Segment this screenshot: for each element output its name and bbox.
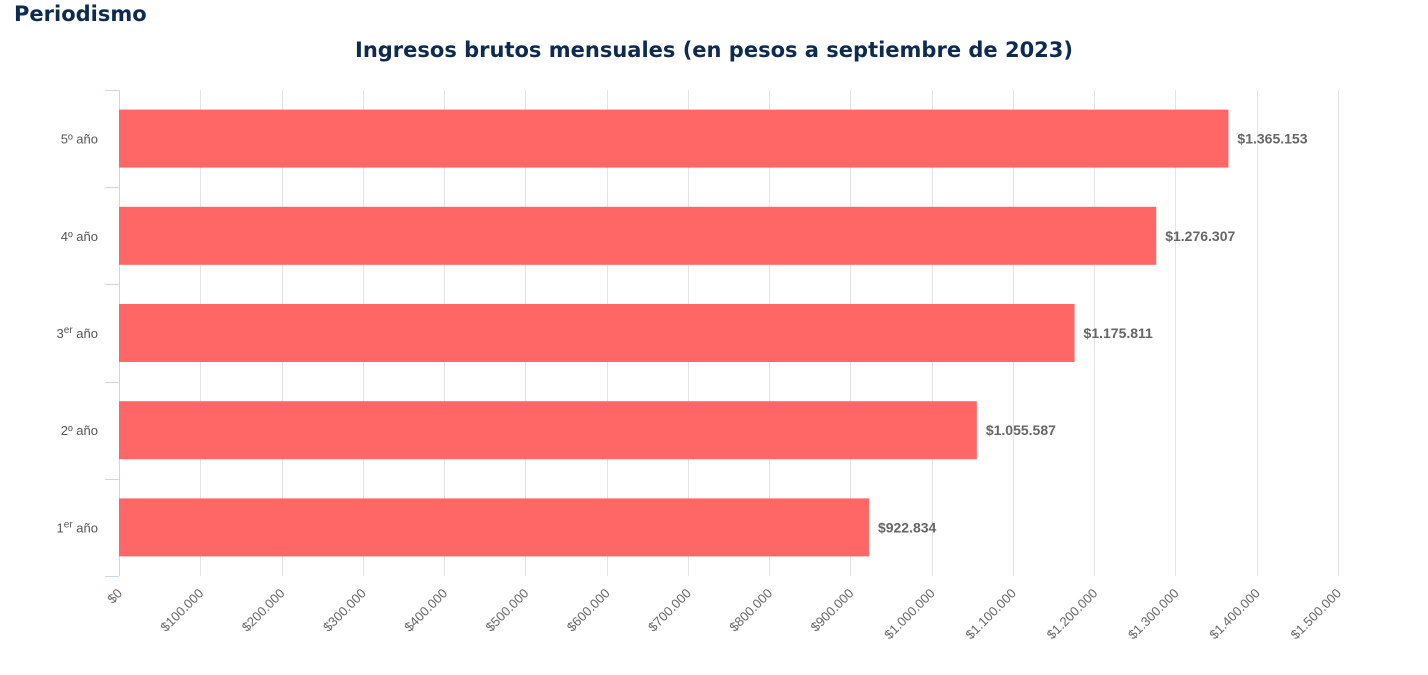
x-tick-label: $500.000 [482, 586, 531, 635]
data-label: $1.276.307 [1165, 228, 1235, 244]
x-tick-label: $100.000 [157, 586, 206, 635]
x-tick-label: $1.100.000 [962, 586, 1019, 643]
data-label: $1.365.153 [1237, 131, 1307, 147]
x-tick-label: $700.000 [645, 586, 694, 635]
x-tick-label: $1.500.000 [1287, 586, 1344, 643]
data-label: $1.055.587 [986, 422, 1056, 438]
x-tick-label: $400.000 [401, 586, 450, 635]
bars [119, 109, 1229, 557]
category-label: 3er año [57, 325, 98, 342]
bar[interactable] [119, 109, 1229, 168]
x-tick-label: $800.000 [726, 586, 775, 635]
chart-title-wrapper: Ingresos brutos mensuales (en pesos a se… [0, 38, 1428, 62]
x-tick-label: $0 [104, 586, 125, 607]
bar[interactable] [119, 304, 1075, 362]
x-tick-label: $1.300.000 [1125, 586, 1182, 643]
axes [105, 90, 120, 577]
bar[interactable] [119, 401, 977, 460]
x-tick-label: $600.000 [564, 586, 613, 635]
category-label: 4º año [61, 229, 98, 244]
x-tick-label: $200.000 [239, 586, 288, 635]
x-tick-label: $1.200.000 [1044, 586, 1101, 643]
bar[interactable] [119, 498, 869, 557]
x-tick-label: $300.000 [320, 586, 369, 635]
bar[interactable] [119, 206, 1157, 265]
x-tick-label: $1.400.000 [1206, 586, 1263, 643]
data-label: $922.834 [878, 519, 937, 535]
category-label: 5º año [61, 132, 98, 147]
page-heading: Periodismo [14, 2, 147, 26]
x-tick-label: $900.000 [808, 586, 857, 635]
category-label: 1er año [57, 519, 98, 536]
category-label: 2º año [61, 423, 98, 438]
chart-title: Ingresos brutos mensuales (en pesos a se… [355, 38, 1073, 62]
data-label: $1.175.811 [1084, 325, 1154, 341]
x-tick-label: $1.000.000 [881, 586, 938, 643]
